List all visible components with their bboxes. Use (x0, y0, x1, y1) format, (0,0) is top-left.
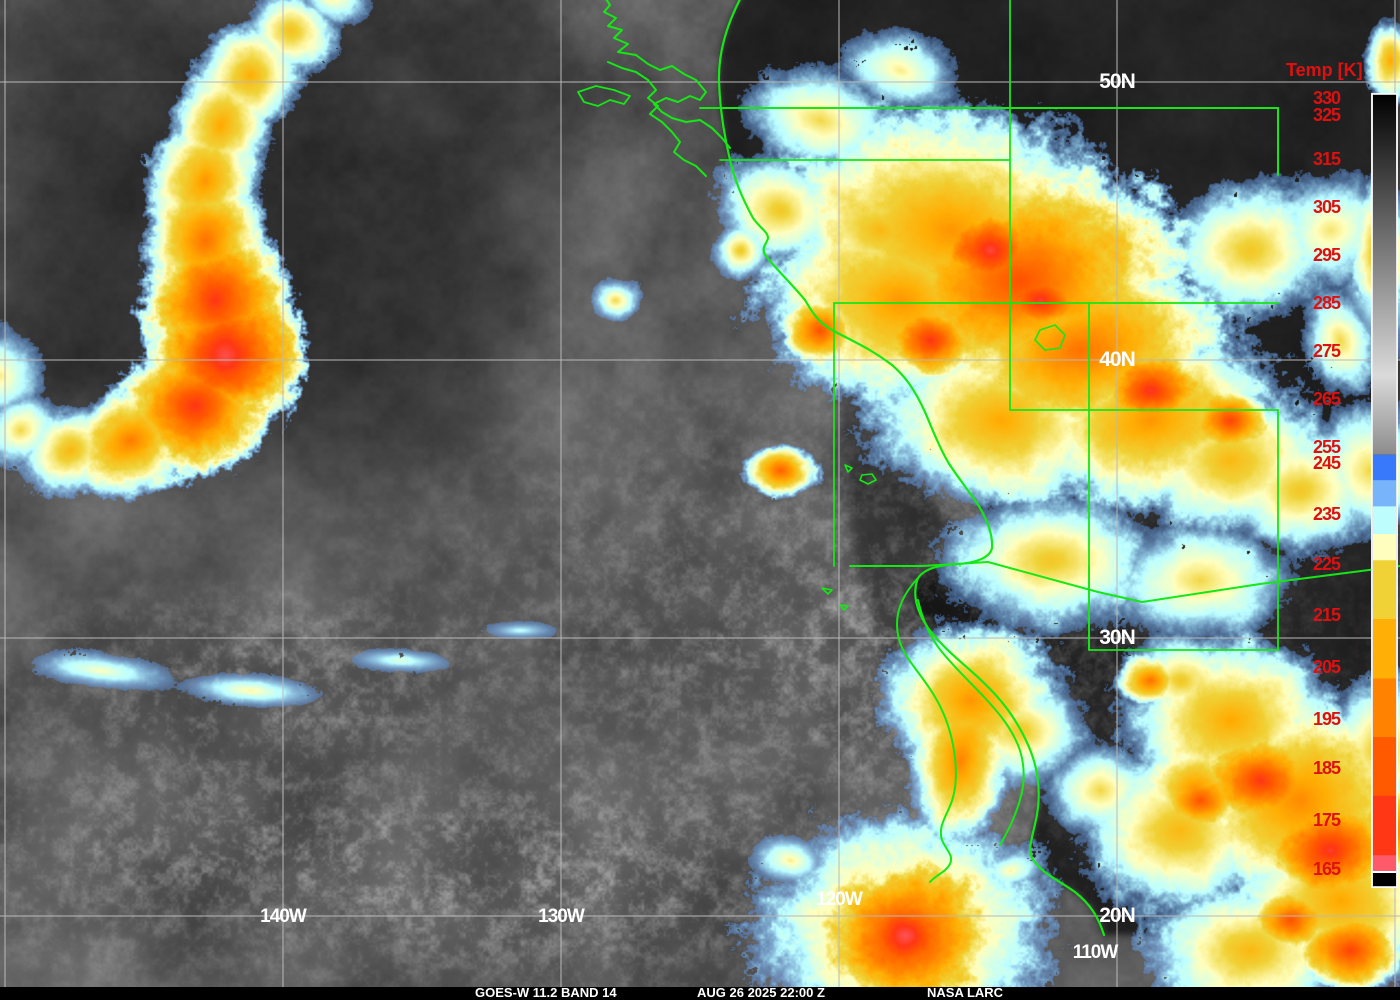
svg-text:140W: 140W (260, 906, 307, 927)
svg-text:315: 315 (1313, 149, 1341, 169)
svg-text:235: 235 (1313, 504, 1341, 524)
svg-text:120W: 120W (816, 889, 863, 910)
svg-text:215: 215 (1313, 605, 1341, 625)
svg-text:205: 205 (1313, 657, 1341, 677)
svg-text:AUG 26 2025 22:00 Z: AUG 26 2025 22:00 Z (697, 985, 825, 1000)
svg-text:GOES-W 11.2 BAND 14: GOES-W 11.2 BAND 14 (475, 985, 617, 1000)
svg-text:Temp [K]: Temp [K] (1286, 60, 1363, 80)
svg-text:130W: 130W (538, 906, 585, 927)
svg-text:110W: 110W (1073, 942, 1119, 963)
svg-text:195: 195 (1313, 709, 1341, 729)
svg-text:20N: 20N (1099, 904, 1135, 927)
svg-text:175: 175 (1313, 810, 1341, 830)
svg-text:295: 295 (1313, 245, 1341, 265)
svg-text:305: 305 (1313, 197, 1341, 217)
svg-text:185: 185 (1313, 758, 1341, 778)
svg-text:325: 325 (1313, 105, 1341, 125)
svg-text:275: 275 (1313, 341, 1341, 361)
svg-text:NASA LARC: NASA LARC (927, 985, 1004, 1000)
svg-text:245: 245 (1313, 453, 1341, 473)
svg-text:40N: 40N (1099, 348, 1135, 371)
svg-text:30N: 30N (1099, 626, 1135, 649)
svg-text:285: 285 (1313, 293, 1341, 313)
svg-text:265: 265 (1313, 389, 1341, 409)
svg-text:165: 165 (1313, 859, 1341, 879)
svg-text:50N: 50N (1099, 70, 1135, 93)
svg-text:225: 225 (1313, 554, 1341, 574)
